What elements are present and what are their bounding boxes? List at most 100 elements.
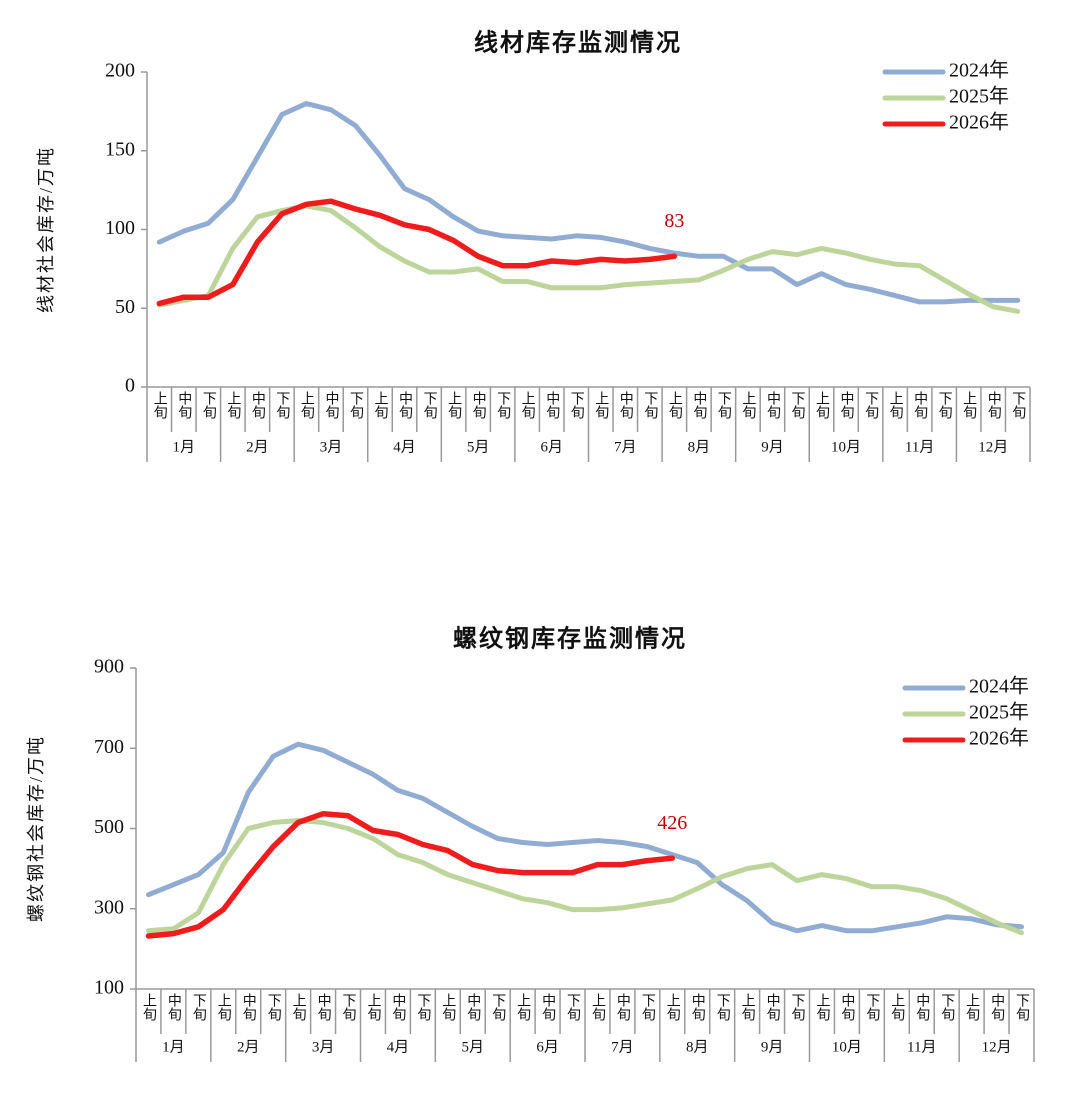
month-label: 2月 xyxy=(237,1039,260,1055)
x-tick-label: 上旬 xyxy=(291,993,307,1022)
x-tick-label: 上旬 xyxy=(446,391,462,420)
month-label: 9月 xyxy=(761,1039,784,1055)
x-tick-label: 上旬 xyxy=(299,391,315,420)
x-tick-label: 上旬 xyxy=(141,993,157,1022)
month-label: 9月 xyxy=(761,439,784,455)
month-label: 3月 xyxy=(312,1039,335,1055)
x-tick-label: 下旬 xyxy=(266,993,282,1022)
x-tick-label: 中旬 xyxy=(176,391,192,420)
x-tick-label: 中旬 xyxy=(690,993,706,1022)
x-tick-label: 下旬 xyxy=(341,993,357,1022)
x-tick-label: 下旬 xyxy=(422,391,438,420)
x-tick-label: 下旬 xyxy=(939,993,955,1022)
x-tick-label: 中旬 xyxy=(765,993,781,1022)
legend-label: 2025年 xyxy=(949,85,1009,108)
x-tick-label: 上旬 xyxy=(740,391,756,420)
x-tick-label: 中旬 xyxy=(166,993,182,1022)
x-tick-label: 中旬 xyxy=(839,391,855,420)
month-label: 4月 xyxy=(393,439,416,455)
y-axis-label: 螺纹钢社会库存/万吨 xyxy=(26,735,46,922)
legend-label: 2026年 xyxy=(969,727,1029,750)
x-tick-label: 下旬 xyxy=(490,993,506,1022)
x-tick-label: 下旬 xyxy=(274,391,290,420)
x-tick-label: 上旬 xyxy=(888,391,904,420)
x-tick-label: 上旬 xyxy=(964,993,980,1022)
y-tick-label: 200 xyxy=(105,60,135,82)
month-label: 1月 xyxy=(173,439,196,455)
month-label: 2月 xyxy=(246,439,269,455)
x-tick-label: 中旬 xyxy=(989,993,1005,1022)
month-label: 8月 xyxy=(688,439,711,455)
x-tick-label: 上旬 xyxy=(961,391,977,420)
y-tick-label: 700 xyxy=(94,736,124,758)
x-tick-label: 中旬 xyxy=(465,993,481,1022)
series-line xyxy=(156,198,678,307)
x-tick-label: 中旬 xyxy=(839,993,855,1022)
x-tick-label: 上旬 xyxy=(152,391,168,420)
x-tick-label: 下旬 xyxy=(348,391,364,420)
x-tick-label: 中旬 xyxy=(912,391,928,420)
month-label: 10月 xyxy=(832,1039,862,1055)
x-tick-label: 上旬 xyxy=(814,993,830,1022)
month-label: 3月 xyxy=(320,439,343,455)
x-tick-label: 中旬 xyxy=(618,391,634,420)
series-line xyxy=(145,810,676,939)
y-tick-label: 50 xyxy=(115,296,135,318)
x-tick-label: 下旬 xyxy=(790,993,806,1022)
x-tick-label: 上旬 xyxy=(373,391,389,420)
x-tick-label: 中旬 xyxy=(986,391,1002,420)
x-tick-label: 下旬 xyxy=(495,391,511,420)
x-tick-label: 下旬 xyxy=(569,391,585,420)
month-label: 1月 xyxy=(162,1039,185,1055)
month-label: 6月 xyxy=(540,439,563,455)
x-tick-label: 上旬 xyxy=(520,391,536,420)
x-tick-label: 下旬 xyxy=(715,993,731,1022)
legend-label: 2024年 xyxy=(969,675,1029,698)
month-label: 12月 xyxy=(982,1039,1012,1055)
y-tick-label: 100 xyxy=(94,977,124,999)
month-label: 11月 xyxy=(905,439,934,455)
x-tick-label: 中旬 xyxy=(241,993,257,1022)
x-tick-label: 上旬 xyxy=(665,993,681,1022)
x-tick-label: 中旬 xyxy=(914,993,930,1022)
x-tick-label: 下旬 xyxy=(789,391,805,420)
series-line xyxy=(156,101,1021,305)
x-tick-label: 下旬 xyxy=(864,993,880,1022)
value-label: 426 xyxy=(657,812,687,834)
month-label: 5月 xyxy=(467,439,490,455)
x-tick-label: 下旬 xyxy=(863,391,879,420)
x-tick-label: 中旬 xyxy=(390,993,406,1022)
x-tick-label: 中旬 xyxy=(544,391,560,420)
x-tick-label: 中旬 xyxy=(765,391,781,420)
month-label: 7月 xyxy=(611,1039,634,1055)
month-label: 6月 xyxy=(536,1039,559,1055)
x-tick-label: 下旬 xyxy=(565,993,581,1022)
x-tick-label: 上旬 xyxy=(216,993,232,1022)
month-label: 10月 xyxy=(831,439,861,455)
y-tick-label: 0 xyxy=(125,375,135,397)
x-tick-label: 中旬 xyxy=(316,993,332,1022)
x-tick-label: 中旬 xyxy=(691,391,707,420)
x-tick-label: 上旬 xyxy=(740,993,756,1022)
y-axis-label: 线材社会库存/万吨 xyxy=(36,146,56,313)
value-label: 83 xyxy=(664,210,684,232)
x-tick-label: 上旬 xyxy=(590,993,606,1022)
x-tick-label: 上旬 xyxy=(515,993,531,1022)
x-tick-label: 下旬 xyxy=(640,993,656,1022)
x-tick-label: 中旬 xyxy=(471,391,487,420)
x-tick-label: 中旬 xyxy=(323,391,339,420)
x-tick-label: 中旬 xyxy=(250,391,266,420)
x-tick-label: 上旬 xyxy=(667,391,683,420)
y-tick-label: 300 xyxy=(94,896,124,918)
x-tick-label: 上旬 xyxy=(889,993,905,1022)
series-line xyxy=(146,741,1024,934)
x-tick-label: 上旬 xyxy=(365,993,381,1022)
y-tick-label: 500 xyxy=(94,816,124,838)
legend-label: 2024年 xyxy=(949,59,1009,82)
series-line xyxy=(146,818,1024,936)
x-tick-label: 中旬 xyxy=(615,993,631,1022)
chart-title: 螺纹钢库存监测情况 xyxy=(453,625,687,653)
x-tick-label: 上旬 xyxy=(593,391,609,420)
x-tick-label: 下旬 xyxy=(191,993,207,1022)
